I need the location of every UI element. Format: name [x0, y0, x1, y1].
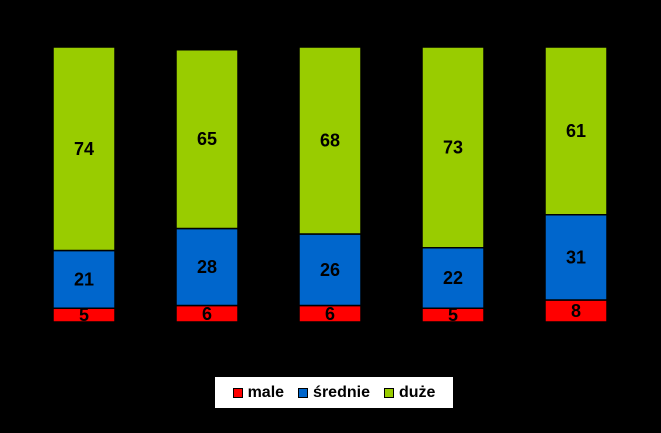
data-label-1-3: 22 [443, 268, 463, 288]
legend-item-male: male [232, 383, 285, 402]
bar-segment-1-0 [52, 249, 116, 309]
data-label-2-4: 61 [566, 121, 586, 141]
legend-item-srednie: średnie [298, 384, 370, 402]
bar-segment-1-3 [421, 247, 485, 309]
legend: male średnie duże [215, 377, 453, 408]
data-label-2-1: 65 [197, 129, 217, 149]
data-label-1-2: 26 [320, 260, 340, 280]
data-label-1-4: 31 [566, 247, 586, 267]
bar-segment-2-4 [544, 46, 608, 216]
data-label-0-4: 8 [571, 301, 581, 321]
legend-swatch-srednie [298, 387, 309, 398]
legend-swatch-duze [383, 387, 394, 398]
data-label-0-1: 6 [202, 304, 212, 324]
bar-segment-2-2 [298, 46, 362, 235]
data-label-0-0: 5 [79, 305, 89, 325]
legend-item-duze: duże [383, 383, 436, 402]
legend-label-male: male [247, 383, 285, 401]
data-label-0-3: 5 [448, 305, 458, 325]
bar-segment-2-3 [421, 46, 485, 249]
data-label-2-0: 74 [74, 139, 94, 159]
legend-label-srednie: średnie [313, 383, 370, 401]
data-label-1-1: 28 [197, 257, 217, 277]
legend-label-duze: duże [398, 383, 436, 401]
data-label-2-3: 73 [443, 137, 463, 157]
data-label-1-0: 21 [74, 269, 94, 289]
bar-segment-2-1 [175, 49, 239, 230]
bar-segment-2-0 [52, 46, 116, 252]
bar-segment-1-4 [544, 214, 608, 301]
bar-segment-1-1 [175, 227, 239, 307]
data-label-0-2: 6 [325, 304, 335, 324]
legend-swatch-male [232, 387, 243, 398]
data-label-2-2: 68 [320, 131, 340, 151]
